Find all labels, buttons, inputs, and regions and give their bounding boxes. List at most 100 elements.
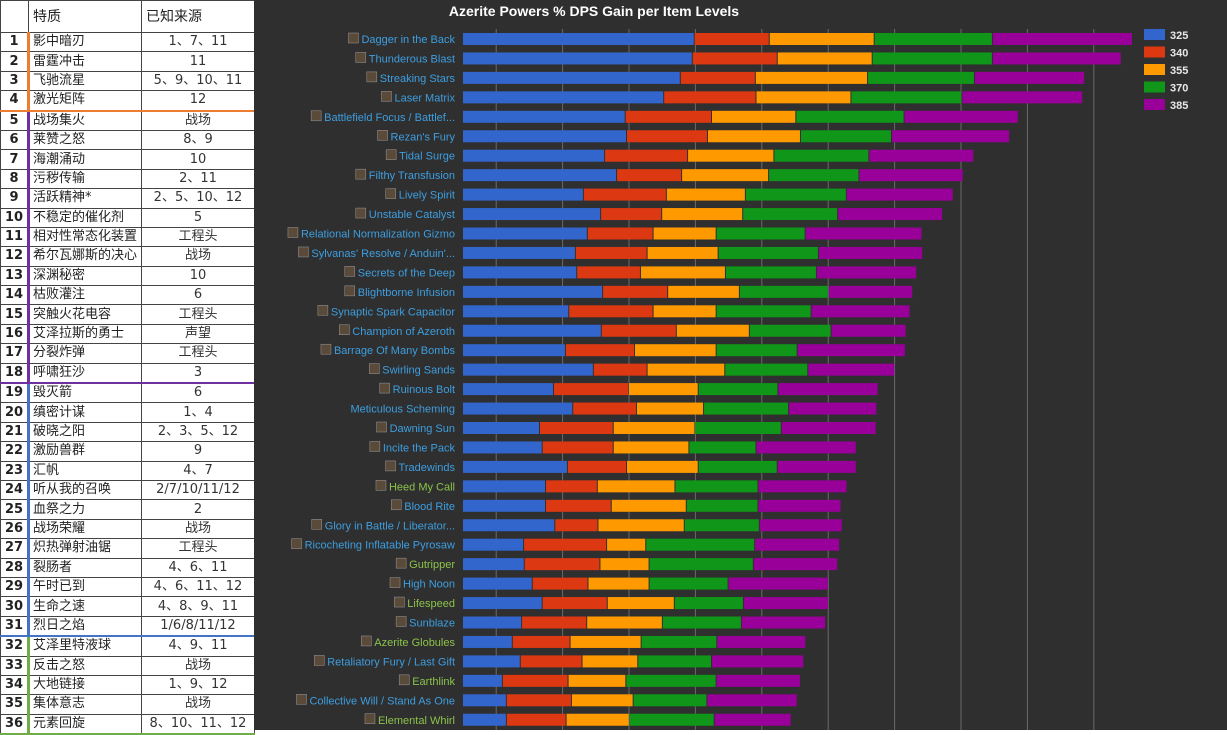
category-label: Tradewinds: [399, 462, 456, 474]
trait-name: 枯败灌注: [27, 285, 142, 306]
trait-source: 5: [141, 207, 255, 228]
bar-segment-340: [524, 558, 600, 571]
bar-segment-340: [512, 635, 570, 648]
bar-segment-355: [627, 460, 698, 473]
trait-name: 大地链接: [27, 674, 142, 696]
bar-segment-325: [463, 441, 542, 454]
category-label: Synaptic Spark Capacitor: [331, 306, 455, 318]
rezan-icon: [377, 130, 388, 141]
bar-segment-340: [625, 110, 711, 123]
bar-segment-325: [463, 188, 583, 201]
bar-segment-340: [692, 52, 777, 65]
laser-icon: [381, 91, 392, 102]
bar-segment-370: [629, 713, 714, 726]
bar-segment-385: [777, 460, 856, 473]
bar-segment-355: [653, 227, 716, 240]
category-label: Retaliatory Fury / Last Gift: [327, 656, 455, 668]
globules-icon: [361, 635, 372, 647]
bar-segment-370: [745, 188, 846, 201]
trait-source: 4、8、9、11: [141, 596, 255, 617]
bar-segment-325: [463, 577, 532, 590]
row-number: 5: [0, 110, 29, 131]
bar-segment-385: [728, 577, 828, 590]
row-number: 33: [0, 655, 29, 676]
bar-segment-340: [569, 305, 653, 318]
trait-source: 2/7/10/11/12: [141, 479, 255, 501]
bar-segment-370: [646, 538, 755, 551]
traits-table-body: 1 影中暗刃 1、7、11 2 雷霆冲击 11 3 飞驰流星 5、9、10、11 4 激光矩阵 12 5…: [0, 31, 255, 735]
bar-segment-325: [463, 558, 524, 571]
row-number: 31: [0, 615, 29, 638]
bar-segment-325: [463, 538, 524, 551]
table-row: 9 活跃精神* 2、5、10、12: [0, 188, 255, 209]
trait-name: 集体意志: [27, 694, 142, 715]
bar-segment-340: [555, 519, 598, 532]
trait-source: 11: [141, 51, 255, 72]
legend: 325 340 355 370 385: [1144, 29, 1188, 112]
row-number: 21: [0, 421, 29, 443]
bar-segment-385: [759, 519, 842, 532]
category-label: Dawning Sun: [390, 423, 455, 435]
bar-segment-385: [838, 208, 943, 221]
trait-name: 听从我的召唤: [27, 479, 142, 501]
bar-segment-355: [613, 441, 689, 454]
bar-segment-370: [641, 635, 717, 648]
bar-segment-325: [463, 208, 601, 221]
trait-source: 4、9、11: [141, 635, 255, 657]
table-row: 1 影中暗刃 1、7、11: [0, 31, 255, 53]
bar-segment-370: [774, 149, 869, 162]
sun-icon: [376, 421, 387, 433]
sunblaze-icon: [395, 616, 407, 627]
category-label: Unstable Catalyst: [369, 209, 455, 221]
bar-segment-385: [778, 383, 878, 396]
bar-segment-385: [891, 130, 1010, 143]
noon-icon: [389, 577, 401, 588]
bar-segment-340: [680, 71, 755, 84]
trait-name: 缜密计谋: [27, 402, 142, 423]
bar-segment-385: [755, 538, 840, 551]
bar-segment-325: [463, 246, 575, 259]
glory-icon: [311, 519, 323, 530]
sands-icon: [368, 363, 380, 374]
row-number: 25: [0, 499, 29, 520]
table-row: 30 生命之速 4、8、9、11: [0, 596, 255, 617]
bar-segment-355: [682, 169, 769, 182]
whirl-icon: [364, 713, 376, 724]
bar-segment-325: [463, 655, 520, 668]
bar-segment-355: [708, 130, 800, 143]
legend-label: 370: [1170, 83, 1188, 95]
trait-source: 1、4: [141, 402, 255, 423]
row-number: 18: [0, 362, 29, 385]
bar-segment-355: [668, 285, 739, 298]
bar-segment-385: [797, 344, 905, 357]
bar-segment-325: [463, 71, 680, 84]
blight-icon: [344, 285, 356, 297]
bar-segment-340: [664, 91, 756, 104]
category-label: Heed My Call: [389, 481, 455, 493]
bar-segment-370: [698, 460, 777, 473]
table-row: 33 反击之怒 战场: [0, 655, 255, 676]
bar-segment-355: [666, 188, 745, 201]
bar-segment-385: [904, 110, 1018, 123]
category-label: Ruinous Bolt: [393, 384, 455, 396]
legend-swatch-370: [1144, 81, 1165, 93]
legend-swatch-385: [1144, 99, 1165, 110]
bar-segment-385: [869, 149, 974, 162]
bar-segment-325: [463, 285, 603, 298]
category-label: Meticulous Scheming: [350, 404, 455, 416]
bar-segment-385: [781, 422, 876, 434]
bar-segment-340: [587, 227, 653, 240]
bar-segment-340: [577, 266, 640, 279]
bar-segment-385: [716, 674, 800, 687]
trait-source: 工程头: [141, 226, 255, 248]
bar-segment-325: [463, 169, 617, 182]
bar-segment-355: [598, 519, 684, 532]
trait-name: 汇帆: [27, 460, 142, 481]
trait-name: 希尔瓦娜斯的决心: [27, 246, 142, 267]
bar-segment-325: [463, 635, 512, 648]
bar-segment-385: [805, 227, 922, 240]
table-row: 28 裂肠者 4、6、11: [0, 557, 255, 578]
legend-swatch-340: [1144, 46, 1165, 58]
category-label: Lively Spirit: [399, 190, 455, 202]
trait-source: 战场: [141, 110, 255, 131]
